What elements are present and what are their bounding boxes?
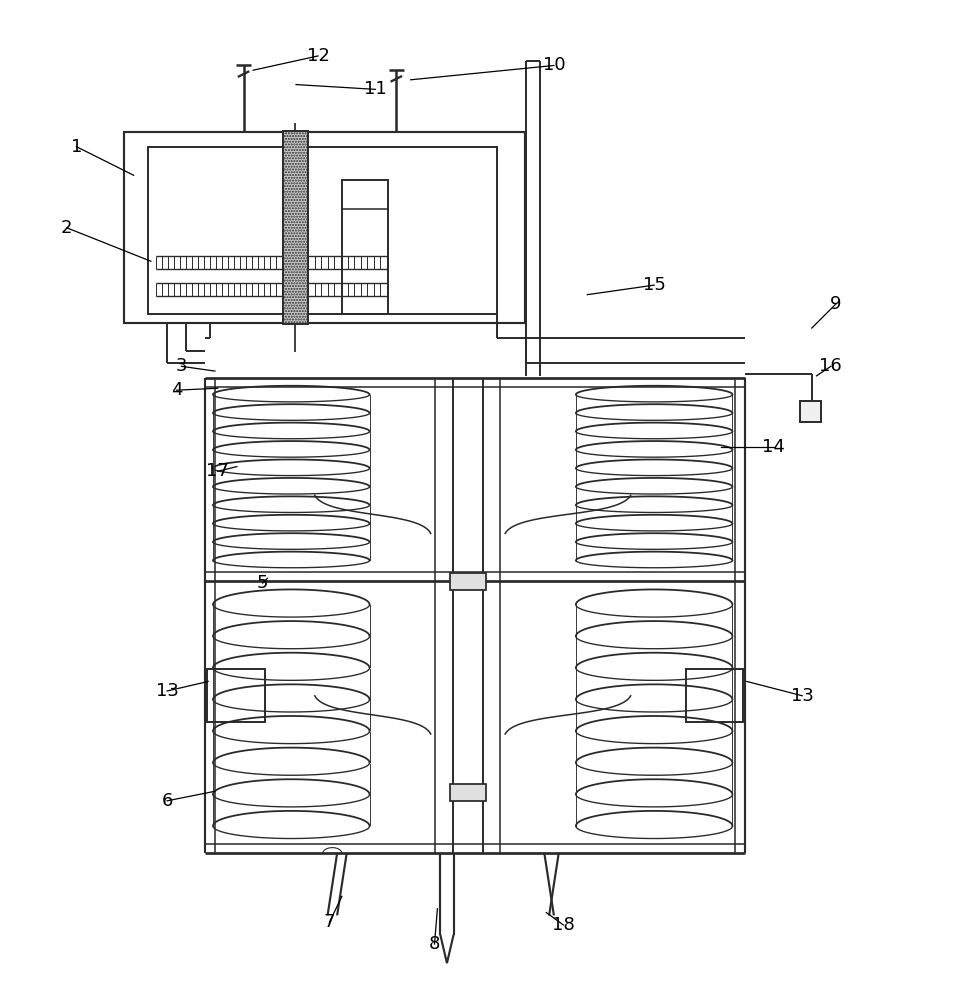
Text: 12: 12: [307, 47, 329, 65]
Bar: [124, 132, 525, 323]
Text: 13: 13: [156, 682, 179, 700]
Text: 1: 1: [71, 138, 82, 156]
Bar: [450, 573, 486, 590]
Text: 13: 13: [791, 687, 814, 705]
Bar: [800, 401, 821, 422]
Text: 8: 8: [429, 935, 440, 953]
Text: 16: 16: [819, 357, 842, 375]
Text: 9: 9: [830, 295, 841, 313]
Text: 15: 15: [643, 276, 666, 294]
Text: 7: 7: [324, 913, 335, 931]
Text: 10: 10: [542, 56, 565, 74]
Text: 4: 4: [171, 381, 182, 399]
Text: 14: 14: [762, 438, 785, 456]
Bar: [148, 147, 497, 314]
Text: 18: 18: [552, 916, 575, 934]
Text: 3: 3: [176, 357, 187, 375]
Text: 5: 5: [257, 574, 268, 592]
Bar: [283, 131, 308, 324]
Bar: [686, 669, 743, 722]
Text: 11: 11: [364, 80, 387, 98]
Text: 17: 17: [206, 462, 229, 480]
Bar: [342, 180, 388, 314]
Bar: [450, 784, 486, 801]
Text: 2: 2: [61, 219, 73, 237]
Text: 6: 6: [161, 792, 173, 810]
Bar: [207, 669, 265, 722]
